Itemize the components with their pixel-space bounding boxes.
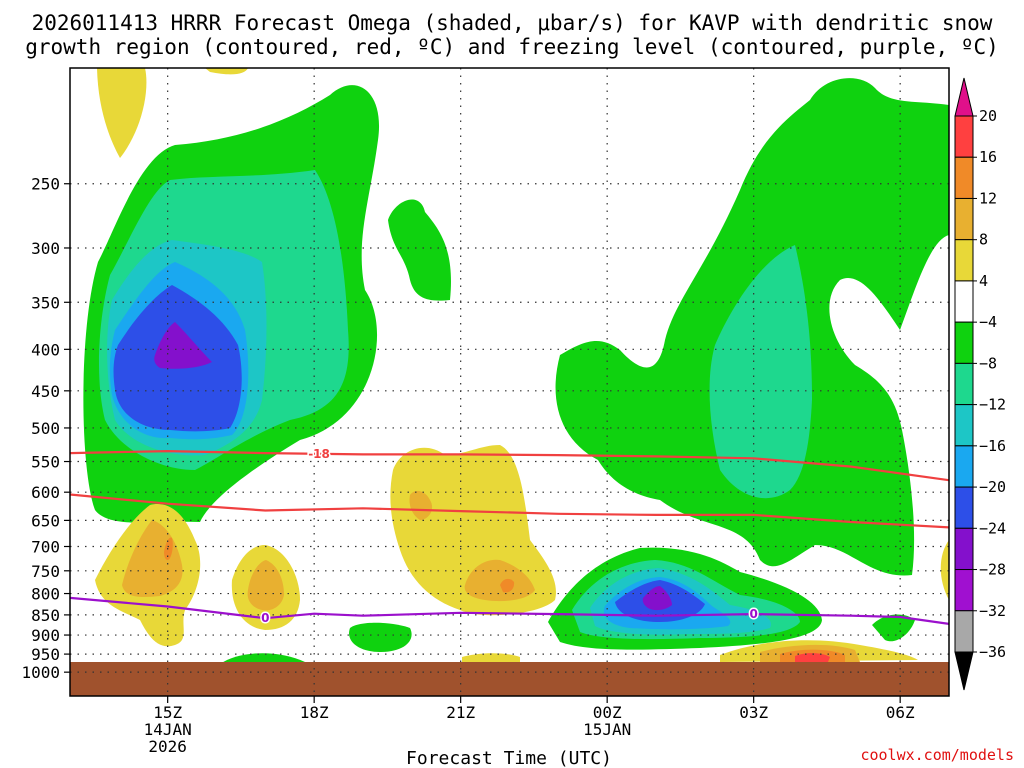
y-tick-label-300: 300: [31, 239, 60, 258]
omega-level-plus-8-17z: [247, 560, 284, 611]
colorbar-swatch-1: [954, 156, 974, 199]
plot-area: -18 0 0: [70, 68, 949, 696]
y-tick-label-800: 800: [31, 585, 60, 604]
x-tick-label-00Z-1: 15JAN: [583, 720, 631, 739]
contour-label-0: -18: [308, 447, 330, 461]
colorbar-label-12: −32: [979, 602, 1006, 620]
y-tick-label-850: 850: [31, 606, 60, 625]
y-tick-label-600: 600: [31, 483, 60, 502]
omega-region-low-right: [872, 614, 915, 642]
contour-label-2: 0: [749, 607, 757, 621]
y-tick-label-700: 700: [31, 537, 60, 556]
x-tick-label-21Z-0: 21Z: [446, 703, 475, 722]
omega-level-minus-24-low: [642, 586, 672, 611]
y-tick-label-400: 400: [31, 340, 60, 359]
colorbar-swatch-5: [954, 321, 974, 364]
colorbar-label-2: 12: [979, 189, 997, 207]
chart-title-line-2: growth region (contoured, red, ºC) and f…: [25, 35, 999, 59]
y-tick-label-950: 950: [31, 645, 60, 664]
contour-lines: -18 0 0: [70, 445, 949, 627]
omega-region-central: [388, 199, 451, 301]
omega-region-low-small: [349, 622, 412, 652]
x-tick-label-15Z-0: 15Z: [153, 703, 182, 722]
omega-level-minus-24-west: [154, 322, 212, 369]
colorbar-label-10: −24: [979, 519, 1006, 537]
colorbar-label-8: −16: [979, 437, 1006, 455]
colorbar-swatch-4: [954, 280, 974, 323]
x-tick-label-18Z-0: 18Z: [300, 703, 329, 722]
x-tick-label-15Z-2: 2026: [148, 737, 187, 756]
credit-text: coolwx.com/models: [860, 746, 1014, 764]
omega-level-plus-4-small-low: [462, 653, 520, 662]
y-tick-label-1000: 1000: [21, 663, 60, 682]
y-tick-label-750: 750: [31, 562, 60, 581]
contour-line-1: [70, 493, 949, 529]
colorbar-swatch-12: [954, 610, 974, 653]
chart-title-line-1: 2026011413 HRRR Forecast Omega (shaded, …: [32, 11, 993, 35]
contour-line-0: [70, 449, 949, 482]
y-tick-label-350: 350: [31, 293, 60, 312]
omega-level-plus-4-top-small: [205, 68, 248, 75]
colorbar-label-0: 20: [979, 107, 997, 125]
colorbar-top-arrow: [954, 77, 974, 117]
x-tick-label-00Z-0: 00Z: [593, 703, 622, 722]
colorbar-label-7: −12: [979, 396, 1006, 414]
colorbar-swatch-7: [954, 404, 974, 447]
omega-level-plus-16-low-east: [795, 653, 830, 662]
plot-frame: [69, 67, 950, 697]
omega-level-plus-8-20z: [409, 490, 433, 520]
colorbar-label-4: 4: [979, 272, 988, 290]
x-tick-label-15Z-1: 14JAN: [144, 720, 192, 739]
colorbar-label-3: 8: [979, 231, 988, 249]
colorbar-swatch-6: [954, 362, 974, 406]
omega-level-plus-4-right-edge: [940, 540, 949, 600]
colorbar-swatch-0: [954, 115, 974, 158]
colorbar-bottom-arrow: [954, 651, 974, 691]
colorbar-swatch-9: [954, 486, 974, 529]
colorbar: 20 16 12 8 4 −4 −8 −12 −16 −20 −24 −28 −32 −36: [954, 77, 1006, 691]
y-tick-label-900: 900: [31, 626, 60, 645]
x-axis-label: Forecast Time (UTC): [406, 748, 612, 768]
omega-level-plus-8-22z: [464, 559, 535, 602]
y-tick-label-450: 450: [31, 382, 60, 401]
y-tick-label-250: 250: [31, 175, 60, 194]
y-axis: 2503003504004505005506006507007508008509…: [21, 175, 70, 682]
omega-level-plus-8-15z: [122, 520, 183, 597]
colorbar-label-11: −28: [979, 561, 1006, 579]
x-tick-label-03Z-0: 03Z: [739, 703, 768, 722]
y-tick-label-650: 650: [31, 511, 60, 530]
colorbar-label-5: −4: [979, 313, 997, 331]
ground-surface: [70, 662, 949, 696]
omega-shading: [83, 68, 949, 670]
omega-level-plus-12-22z: [500, 578, 515, 593]
contour-label-1: 0: [261, 611, 269, 625]
colorbar-swatch-10: [954, 527, 974, 571]
colorbar-label-9: −20: [979, 478, 1006, 496]
colorbar-swatch-3: [954, 239, 974, 282]
colorbar-label-6: −8: [979, 354, 997, 372]
colorbar-swatch-8: [954, 445, 974, 488]
contour-line-2: [70, 596, 949, 625]
omega-level-plus-4-topleft: [97, 68, 147, 158]
colorbar-label-13: −36: [979, 643, 1006, 661]
colorbar-swatch-11: [954, 569, 974, 612]
x-tick-label-06Z-0: 06Z: [886, 703, 915, 722]
y-tick-label-550: 550: [31, 453, 60, 472]
omega-level-plus-12-15z: [164, 537, 173, 560]
colorbar-label-1: 16: [979, 148, 997, 166]
colorbar-swatch-2: [954, 197, 974, 241]
y-tick-label-500: 500: [31, 419, 60, 438]
omega-level-minus-8-east: [709, 245, 812, 499]
